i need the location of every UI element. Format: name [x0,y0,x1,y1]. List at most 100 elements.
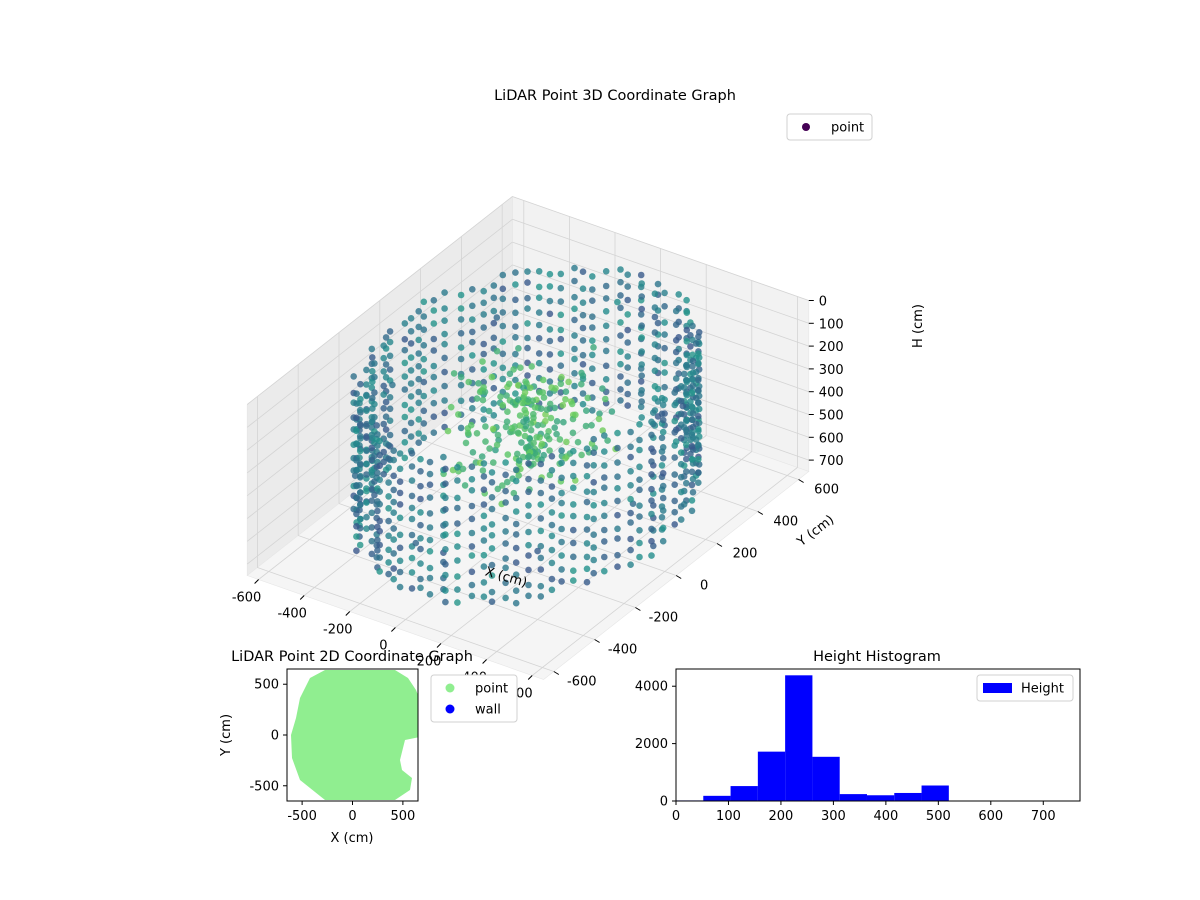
data-point [467,421,475,429]
y-tick-label: 0 [700,579,708,594]
data-point [602,282,610,290]
data-point [546,283,554,290]
data-point [469,449,477,456]
data-point [579,268,587,276]
data-point [390,509,398,516]
data-point [677,449,685,456]
data-point [627,509,634,517]
data-point [638,414,645,421]
data-point [454,494,461,502]
data-point [672,375,680,382]
data-point [512,520,520,528]
data-point [441,409,448,417]
data-point [454,504,461,512]
data-point [401,346,409,354]
legend-histogram-label: Height [1021,682,1064,697]
data-point [548,509,556,516]
data-point [525,541,532,549]
data-point [602,362,610,370]
data-point [638,372,645,380]
data-point [671,429,678,436]
data-point [648,510,655,518]
data-point [430,297,438,304]
data-point [457,330,465,337]
data-point [525,453,533,460]
data-point [524,372,531,379]
data-point [480,287,488,295]
data-point [558,447,565,454]
data-point [512,508,520,515]
data-point [688,481,696,489]
gridline [512,218,809,324]
data-point [624,326,631,334]
data-point [480,525,488,532]
data-point [525,460,532,467]
data-point [368,537,376,545]
data-point [441,397,448,404]
data-point [602,268,610,275]
data-point [601,526,608,534]
data-point [654,280,662,288]
z-tick-label: 400 [819,386,844,401]
data-point [579,337,587,344]
data-point [522,378,529,385]
chart-2d-title: LiDAR Point 2D Coordinate Graph [231,649,473,665]
legend-histogram-swatch [983,683,1012,693]
data-point [601,499,608,507]
legend-2d-point-marker [445,683,455,693]
data-point [548,586,556,594]
data-point [601,432,608,439]
data-point [407,340,415,347]
data-point [608,408,616,415]
data-point [528,363,535,370]
data-point [454,557,461,564]
data-point [658,410,666,418]
data-point [462,439,470,447]
data-point [590,531,597,538]
data-point [557,362,565,370]
data-point [558,459,565,467]
data-point [579,351,587,359]
x-tick-label-hist: 100 [716,809,741,824]
data-point [480,486,488,494]
data-point [588,422,595,429]
data-point [430,373,438,381]
data-point [659,416,667,424]
data-point [688,507,696,515]
y-tick-mark [716,543,723,547]
data-point [426,548,434,555]
data-point [524,268,531,275]
data-point [601,462,608,469]
data-point [683,296,690,304]
data-point [695,469,702,476]
data-point [512,309,519,317]
data-point [480,579,488,586]
data-point [426,536,434,544]
data-point [624,379,631,387]
data-point [582,422,590,430]
data-point [490,360,498,367]
data-point [417,521,424,529]
data-point [356,489,364,496]
data-point [480,460,488,467]
data-point [417,482,424,490]
data-point [688,442,696,450]
data-point [517,364,524,372]
data-point [457,316,465,323]
data-point [401,454,409,462]
data-point [390,486,398,494]
data-point [571,332,578,339]
data-point [454,573,461,580]
data-point [530,439,537,447]
data-point [401,401,409,409]
data-point [570,447,577,455]
data-point [525,512,532,520]
data-point [420,420,428,427]
data-point [497,393,504,401]
data-point [525,566,532,574]
x-tick-label-hist: 500 [926,809,951,824]
data-point [695,376,702,384]
data-point [457,373,465,381]
y-tick-mark [757,511,764,515]
data-point [488,572,496,579]
